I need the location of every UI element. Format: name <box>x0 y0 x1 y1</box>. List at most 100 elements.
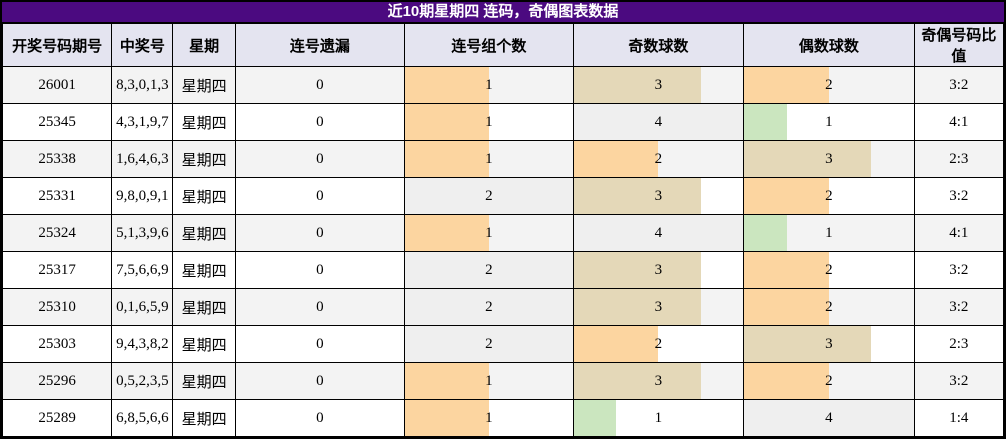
cell-value: 1 <box>654 410 663 426</box>
bar-cell-wrap: 4 <box>574 215 743 251</box>
weekday-cell: 星期四 <box>172 214 236 252</box>
cell-value: 2 <box>825 188 833 204</box>
winning-numbers-cell: 7,5,6,6,9 <box>111 251 174 289</box>
bar-cell-wrap: 3 <box>574 252 743 288</box>
cell-value: 2 <box>485 299 493 315</box>
odd-count-cell: 3 <box>572 66 745 104</box>
data-bar <box>405 215 489 251</box>
col-header-numbers: 中奖号 <box>111 23 174 67</box>
odd-count-cell: 4 <box>572 103 745 141</box>
bar-cell-wrap: 4 <box>744 400 914 436</box>
winning-numbers-cell: 0,1,6,5,9 <box>111 288 174 326</box>
bar-cell-wrap: 2 <box>744 363 914 399</box>
bar-cell-wrap: 2 <box>744 67 914 103</box>
table-row: 25296 0,5,2,3,5 星期四 0 1 3 2 3:2 <box>1 362 1005 400</box>
data-bar <box>574 104 743 140</box>
bar-cell-wrap: 1 <box>405 141 573 177</box>
miss-cell: 0 <box>234 288 406 326</box>
groups-count-cell: 1 <box>404 399 574 437</box>
cell-value: 1 <box>825 114 833 130</box>
cell-value: 1 <box>485 225 493 241</box>
table-row: 25310 0,1,6,5,9 星期四 0 2 3 2 3:2 <box>1 288 1005 326</box>
cell-value: 3 <box>825 151 833 167</box>
cell-value: 4 <box>654 114 663 130</box>
even-count-cell: 3 <box>743 140 915 178</box>
col-header-period: 开奖号码期号 <box>1 23 113 67</box>
groups-count-cell: 1 <box>404 103 574 141</box>
bar-cell-wrap: 2 <box>405 178 573 214</box>
table-row: 25345 4,3,1,9,7 星期四 0 1 4 1 4:1 <box>1 103 1005 141</box>
even-count-cell: 3 <box>743 325 915 363</box>
data-bar <box>405 363 489 399</box>
col-header-weekday: 星期 <box>172 23 236 67</box>
col-header-groups: 连号组个数 <box>404 23 574 67</box>
miss-cell: 0 <box>234 214 406 252</box>
bar-cell-wrap: 3 <box>574 289 743 325</box>
miss-cell: 0 <box>234 103 406 141</box>
weekday-cell: 星期四 <box>172 399 236 437</box>
bar-cell-wrap: 2 <box>744 289 914 325</box>
winning-numbers-cell: 5,1,3,9,6 <box>111 214 174 252</box>
groups-count-cell: 1 <box>404 140 574 178</box>
cell-value: 1 <box>485 151 493 167</box>
ratio-cell: 4:1 <box>913 103 1005 141</box>
data-bar <box>405 326 573 362</box>
col-header-odd: 奇数球数 <box>572 23 745 67</box>
table-row: 26001 8,3,0,1,3 星期四 0 1 3 2 3:2 <box>1 66 1005 104</box>
data-bar <box>574 141 659 177</box>
table-row: 25317 7,5,6,6,9 星期四 0 2 3 2 3:2 <box>1 251 1005 289</box>
period-cell: 25324 <box>1 214 113 252</box>
bar-cell-wrap: 1 <box>574 400 743 436</box>
table-row: 25289 6,8,5,6,6 星期四 0 1 1 4 1:4 <box>1 399 1005 437</box>
cell-value: 2 <box>485 336 493 352</box>
cell-value: 1 <box>485 373 493 389</box>
bar-cell-wrap: 1 <box>405 400 573 436</box>
bar-cell-wrap: 3 <box>574 363 743 399</box>
data-bar <box>744 104 787 140</box>
groups-count-cell: 1 <box>404 66 574 104</box>
cell-value: 4 <box>825 410 833 426</box>
period-cell: 25296 <box>1 362 113 400</box>
cell-value: 3 <box>654 188 663 204</box>
bar-cell-wrap: 1 <box>744 104 914 140</box>
cell-value: 2 <box>485 188 493 204</box>
data-bar <box>405 141 489 177</box>
cell-value: 1 <box>485 410 493 426</box>
data-bar <box>744 67 829 103</box>
bar-cell-wrap: 3 <box>744 141 914 177</box>
miss-cell: 0 <box>234 66 406 104</box>
bar-cell-wrap: 1 <box>405 363 573 399</box>
col-header-ratio: 奇偶号码比值 <box>913 23 1005 67</box>
even-count-cell: 2 <box>743 288 915 326</box>
groups-count-cell: 2 <box>404 288 574 326</box>
data-bar <box>574 215 743 251</box>
cell-value: 2 <box>654 336 663 352</box>
data-bar <box>744 252 829 288</box>
even-count-cell: 4 <box>743 399 915 437</box>
cell-value: 2 <box>825 262 833 278</box>
table-row: 25331 9,8,0,9,1 星期四 0 2 3 2 3:2 <box>1 177 1005 215</box>
odd-count-cell: 1 <box>572 399 745 437</box>
data-bar <box>405 400 489 436</box>
header-row: 开奖号码期号 中奖号 星期 连号遗漏 连号组个数 奇数球数 偶数球数 奇偶号码比值 <box>1 23 1005 67</box>
miss-cell: 0 <box>234 325 406 363</box>
data-bar <box>405 67 489 103</box>
odd-count-cell: 4 <box>572 214 745 252</box>
data-bar <box>405 252 573 288</box>
col-header-even: 偶数球数 <box>743 23 915 67</box>
data-bar <box>405 289 573 325</box>
bar-cell-wrap: 4 <box>574 104 743 140</box>
miss-cell: 0 <box>234 399 406 437</box>
period-cell: 25345 <box>1 103 113 141</box>
cell-value: 2 <box>485 262 493 278</box>
bar-cell-wrap: 3 <box>574 67 743 103</box>
period-cell: 25338 <box>1 140 113 178</box>
bar-cell-wrap: 2 <box>744 252 914 288</box>
cell-value: 4 <box>654 225 663 241</box>
weekday-cell: 星期四 <box>172 288 236 326</box>
winning-numbers-cell: 9,8,0,9,1 <box>111 177 174 215</box>
even-count-cell: 1 <box>743 103 915 141</box>
miss-cell: 0 <box>234 362 406 400</box>
winning-numbers-cell: 6,8,5,6,6 <box>111 399 174 437</box>
